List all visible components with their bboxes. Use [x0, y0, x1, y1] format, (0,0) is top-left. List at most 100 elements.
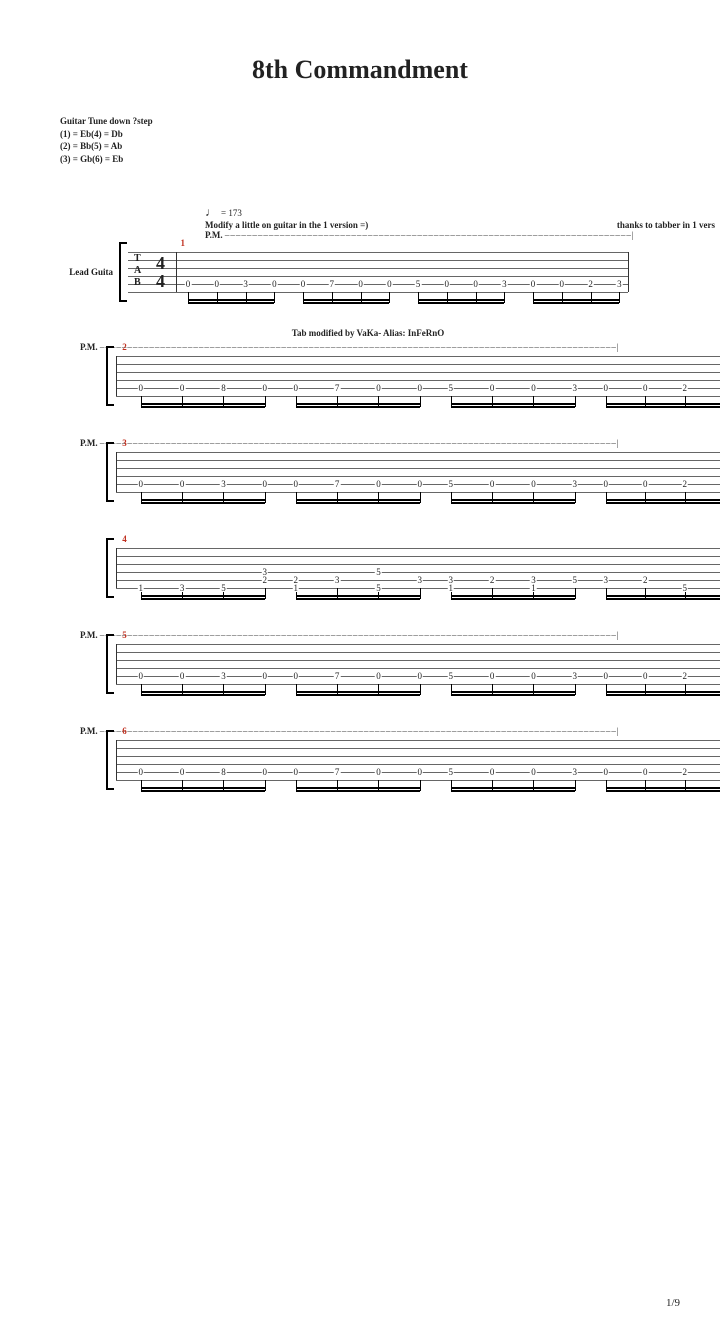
measure-number: 4 — [122, 534, 127, 544]
song-title: 8th Commandment — [0, 55, 720, 85]
fret-number: 5 — [375, 568, 382, 576]
fret-number: 3 — [417, 576, 424, 584]
comment-right: thanks to tabber in 1 vers — [617, 220, 715, 230]
tempo-note-icon: ♩ — [205, 205, 217, 220]
fret-number: 0 — [179, 384, 186, 392]
fret-number: 0 — [444, 280, 451, 288]
fret-number: 1 — [530, 584, 537, 592]
tab-staff: 1TAB440030070050030023 — [128, 250, 628, 294]
fret-number: 3 — [572, 384, 579, 392]
fret-number: 3 — [179, 584, 186, 592]
fret-number: 1 — [138, 584, 145, 592]
fret-number: 2 — [642, 576, 649, 584]
fret-number: 2 — [293, 576, 300, 584]
fret-number: 7 — [329, 280, 336, 288]
fret-number: 1 — [448, 584, 455, 592]
fret-number: 5 — [448, 384, 455, 392]
fret-number: 0 — [138, 768, 145, 776]
fret-number: 3 — [572, 768, 579, 776]
tuning-line: (1) = Eb(4) = Db — [60, 128, 720, 141]
fret-number: 7 — [334, 672, 341, 680]
comment-left: Modify a little on guitar in the 1 versi… — [205, 220, 368, 230]
tuning-block: Guitar Tune down ?step (1) = Eb(4) = Db … — [60, 115, 720, 165]
fret-number: 5 — [375, 584, 382, 592]
fret-number: 0 — [357, 280, 364, 288]
fret-number: 7 — [334, 480, 341, 488]
pm-dashes: ––––––––––––––––––––––––––––––––––––––––… — [100, 726, 620, 736]
measure-number: 5 — [122, 630, 127, 640]
fret-number: 0 — [138, 672, 145, 680]
fret-number: 0 — [185, 280, 192, 288]
fret-number: 5 — [448, 768, 455, 776]
fret-number: 3 — [220, 672, 227, 680]
tempo-value: = 173 — [221, 208, 242, 218]
tab-staff: 20080070050030023 — [116, 354, 720, 398]
fret-number: 0 — [472, 280, 479, 288]
measure-number: 6 — [122, 726, 127, 736]
fret-number: 0 — [603, 384, 610, 392]
fret-number: 0 — [214, 280, 221, 288]
fret-number: 0 — [293, 768, 300, 776]
fret-number: 0 — [559, 280, 566, 288]
fret-number: 3 — [501, 280, 508, 288]
fret-number: 2 — [681, 672, 688, 680]
measure-number: 3 — [122, 438, 127, 448]
fret-number: 5 — [572, 576, 579, 584]
fret-number: 3 — [220, 480, 227, 488]
fret-number: 0 — [262, 672, 269, 680]
fret-number: 3 — [572, 480, 579, 488]
staff-bracket — [106, 634, 114, 694]
tuning-line: (2) = Bb(5) = Ab — [60, 140, 720, 153]
tuning-line: (3) = Gb(6) = Eb — [60, 153, 720, 166]
fret-number: 3 — [603, 576, 610, 584]
fret-number: 7 — [334, 384, 341, 392]
fret-number: 0 — [300, 280, 307, 288]
fret-number: 0 — [138, 384, 145, 392]
fret-number: 2 — [262, 576, 269, 584]
pm-label: P.M. — [80, 630, 98, 640]
fret-number: 3 — [334, 576, 341, 584]
staff-bracket — [106, 730, 114, 790]
fret-number: 3 — [262, 568, 269, 576]
fret-number: 0 — [603, 768, 610, 776]
fret-number: 3 — [572, 672, 579, 680]
fret-number: 0 — [293, 480, 300, 488]
fret-number: 0 — [530, 480, 537, 488]
fret-number: 0 — [530, 384, 537, 392]
fret-number: 0 — [642, 768, 649, 776]
fret-number: 3 — [616, 280, 623, 288]
fret-number: 0 — [642, 672, 649, 680]
fret-number: 0 — [271, 280, 278, 288]
fret-number: 0 — [138, 480, 145, 488]
fret-number: 0 — [603, 480, 610, 488]
fret-number: 0 — [417, 480, 424, 488]
staff-bracket — [119, 242, 127, 302]
fret-number: 0 — [417, 768, 424, 776]
fret-number: 8 — [220, 384, 227, 392]
fret-number: 2 — [681, 768, 688, 776]
fret-number: 0 — [642, 480, 649, 488]
fret-number: 0 — [489, 384, 496, 392]
fret-number: 3 — [448, 576, 455, 584]
measure-number: 1 — [181, 238, 186, 248]
fret-number: 0 — [489, 672, 496, 680]
fret-number: 0 — [530, 672, 537, 680]
tab-staff: 30030070050030023 — [116, 450, 720, 494]
pm-dashes: ––––––––––––––––––––––––––––––––––––––––… — [100, 438, 620, 448]
fret-number: 5 — [415, 280, 422, 288]
fret-number: 0 — [642, 384, 649, 392]
fret-number: 5 — [681, 584, 688, 592]
fret-number: 2 — [681, 480, 688, 488]
pm-label: P.M. — [80, 438, 98, 448]
staff-bracket — [106, 346, 114, 406]
fret-number: 2 — [681, 384, 688, 392]
tab-staff: 50030070050030023 — [116, 642, 720, 686]
fret-number: 0 — [530, 280, 537, 288]
time-signature: 44 — [156, 254, 165, 290]
fret-number: 5 — [448, 672, 455, 680]
pm-dashes: ––––––––––––––––––––––––––––––––––––––––… — [100, 630, 620, 640]
staff-bracket — [106, 442, 114, 502]
fret-number: 0 — [262, 384, 269, 392]
fret-number: 0 — [262, 480, 269, 488]
fret-number: 0 — [386, 280, 393, 288]
